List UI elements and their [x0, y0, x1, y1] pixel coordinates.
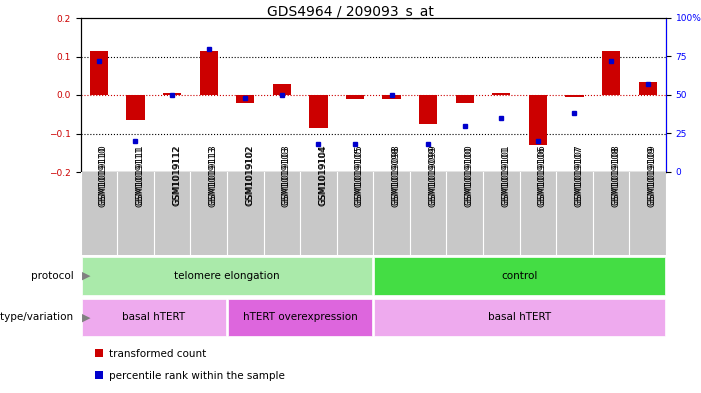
- Bar: [163, 93, 182, 95]
- Text: GSM1019113: GSM1019113: [209, 144, 217, 205]
- Text: GSM1019113: GSM1019113: [209, 146, 217, 207]
- Bar: [82, 299, 226, 336]
- Text: GSM1019108: GSM1019108: [611, 146, 620, 207]
- Text: GSM1019103: GSM1019103: [282, 144, 291, 205]
- Bar: [228, 299, 372, 336]
- Text: GSM1019102: GSM1019102: [245, 146, 254, 206]
- Text: GSM1019101: GSM1019101: [501, 146, 510, 207]
- Text: GSM1019102: GSM1019102: [245, 144, 254, 205]
- Text: GSM1019106: GSM1019106: [538, 144, 547, 205]
- Text: GSM1019111: GSM1019111: [135, 146, 144, 207]
- Bar: [200, 51, 218, 95]
- Text: GSM1019101: GSM1019101: [501, 144, 510, 205]
- Text: ▶: ▶: [82, 312, 90, 323]
- Text: GSM1019100: GSM1019100: [465, 144, 474, 205]
- Bar: [309, 95, 327, 128]
- Text: GSM1019107: GSM1019107: [575, 146, 583, 207]
- Bar: [126, 95, 144, 120]
- Text: GSM1019111: GSM1019111: [135, 144, 144, 205]
- Text: telomere elongation: telomere elongation: [174, 271, 280, 281]
- Bar: [383, 95, 401, 99]
- Text: GSM1019112: GSM1019112: [172, 144, 181, 205]
- Text: GSM1019099: GSM1019099: [428, 146, 437, 207]
- Text: GDS4964 / 209093_s_at: GDS4964 / 209093_s_at: [267, 5, 434, 19]
- Bar: [90, 51, 108, 95]
- Bar: [602, 51, 620, 95]
- Bar: [374, 299, 665, 336]
- Text: GSM1019109: GSM1019109: [648, 146, 657, 207]
- Bar: [419, 95, 437, 124]
- Text: basal hTERT: basal hTERT: [488, 312, 551, 323]
- Bar: [82, 257, 372, 295]
- Text: GSM1019098: GSM1019098: [392, 144, 400, 205]
- Text: GSM1019106: GSM1019106: [538, 146, 547, 207]
- Text: GSM1019104: GSM1019104: [318, 144, 327, 205]
- Bar: [236, 95, 254, 103]
- Bar: [492, 93, 510, 95]
- Text: control: control: [501, 271, 538, 281]
- Text: hTERT overexpression: hTERT overexpression: [243, 312, 358, 323]
- Text: basal hTERT: basal hTERT: [122, 312, 185, 323]
- Text: percentile rank within the sample: percentile rank within the sample: [109, 371, 285, 381]
- Bar: [639, 81, 657, 95]
- Text: GSM1019110: GSM1019110: [99, 144, 108, 205]
- Bar: [456, 95, 474, 103]
- Text: GSM1019105: GSM1019105: [355, 144, 364, 205]
- Text: GSM1019112: GSM1019112: [172, 146, 181, 206]
- Text: GSM1019103: GSM1019103: [282, 146, 291, 207]
- Bar: [529, 95, 547, 145]
- Bar: [273, 84, 291, 95]
- Text: GSM1019104: GSM1019104: [318, 146, 327, 206]
- Text: GSM1019110: GSM1019110: [99, 146, 108, 207]
- Text: GSM1019107: GSM1019107: [575, 144, 583, 205]
- Text: GSM1019105: GSM1019105: [355, 146, 364, 207]
- Text: transformed count: transformed count: [109, 349, 206, 359]
- Text: ▶: ▶: [82, 271, 90, 281]
- Bar: [374, 257, 665, 295]
- Text: GSM1019108: GSM1019108: [611, 144, 620, 205]
- Bar: [565, 95, 584, 97]
- Text: GSM1019098: GSM1019098: [392, 146, 400, 207]
- Text: GSM1019099: GSM1019099: [428, 144, 437, 205]
- Bar: [346, 95, 364, 99]
- Text: GSM1019100: GSM1019100: [465, 146, 474, 207]
- Text: GSM1019109: GSM1019109: [648, 144, 657, 205]
- Text: protocol: protocol: [31, 271, 74, 281]
- Text: genotype/variation: genotype/variation: [0, 312, 74, 323]
